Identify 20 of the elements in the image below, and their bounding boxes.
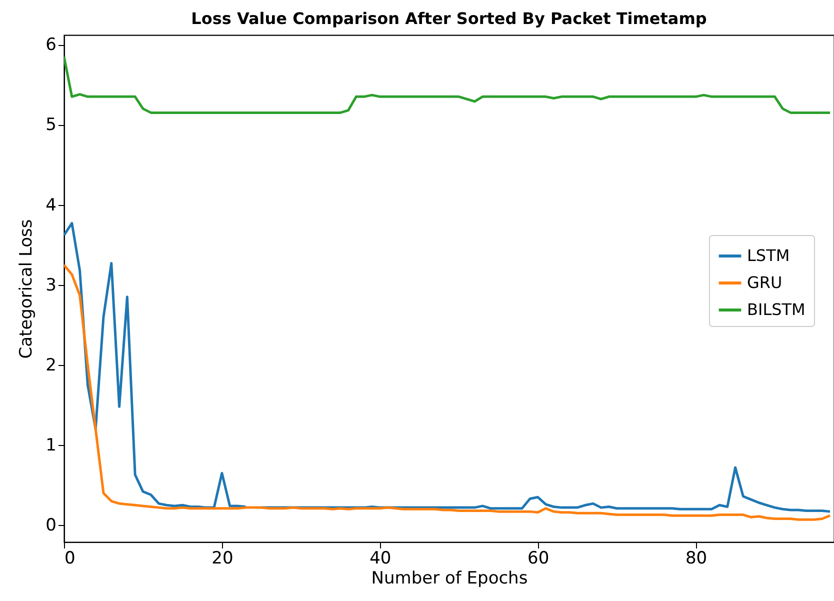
x-tick-label: 60 (528, 548, 550, 568)
x-tick-label: 20 (212, 548, 234, 568)
y-tick-label: 5 (46, 115, 56, 136)
chart-title: Loss Value Comparison After Sorted By Packet Timetamp (191, 9, 707, 28)
y-axis-title: Categorical Loss (16, 219, 37, 359)
y-tick-label: 2 (46, 355, 56, 376)
y-tick-label: 3 (46, 275, 56, 296)
x-tick-label: 40 (370, 548, 392, 568)
y-tick-label: 1 (46, 436, 56, 456)
legend-label: LSTM (747, 246, 790, 265)
x-axis-title: Number of Epochs (371, 568, 528, 588)
x-tick-label: 80 (685, 548, 708, 568)
line-series (64, 55, 832, 114)
legend-label: GRU (747, 273, 782, 292)
legend-label: BILSTM (747, 300, 806, 319)
y-tick-label: 0 (46, 516, 56, 536)
y-tick-label: 4 (46, 195, 56, 216)
y-tick-label: 6 (46, 35, 56, 56)
line-series (64, 264, 832, 521)
x-tick-label: 0 (64, 548, 76, 568)
